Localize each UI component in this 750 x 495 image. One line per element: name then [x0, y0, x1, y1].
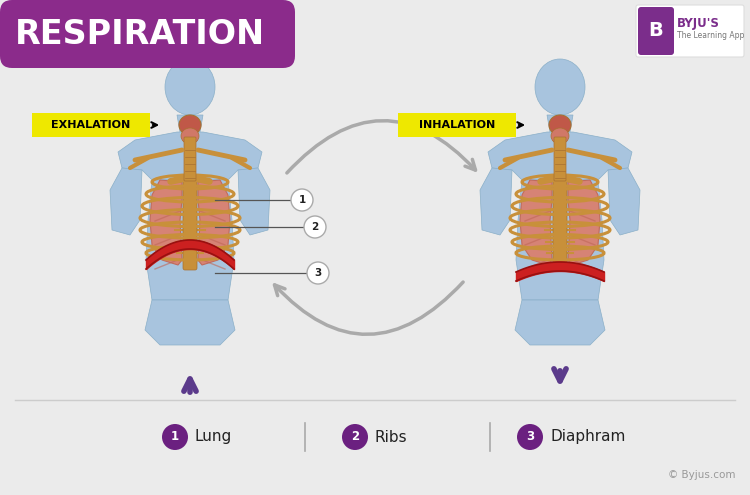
Text: 3: 3: [526, 431, 534, 444]
Circle shape: [162, 424, 188, 450]
Polygon shape: [238, 168, 270, 235]
Ellipse shape: [165, 59, 215, 115]
Polygon shape: [488, 132, 632, 180]
Circle shape: [517, 424, 543, 450]
Polygon shape: [146, 180, 234, 300]
Text: B: B: [649, 21, 663, 41]
Polygon shape: [118, 132, 262, 180]
FancyBboxPatch shape: [183, 176, 197, 270]
FancyBboxPatch shape: [0, 0, 295, 68]
FancyBboxPatch shape: [636, 5, 744, 57]
Ellipse shape: [535, 59, 585, 115]
Polygon shape: [520, 180, 552, 265]
FancyBboxPatch shape: [554, 137, 566, 181]
Ellipse shape: [181, 128, 199, 144]
Text: 2: 2: [351, 431, 359, 444]
FancyArrowPatch shape: [567, 179, 579, 181]
Circle shape: [304, 216, 326, 238]
Text: 1: 1: [171, 431, 179, 444]
Polygon shape: [480, 168, 512, 235]
Text: 1: 1: [298, 195, 306, 205]
Polygon shape: [145, 300, 235, 345]
Text: 3: 3: [314, 268, 322, 278]
Polygon shape: [177, 115, 203, 132]
Circle shape: [291, 189, 313, 211]
FancyArrowPatch shape: [171, 179, 183, 181]
Ellipse shape: [179, 115, 201, 135]
Text: RESPIRATION: RESPIRATION: [15, 17, 266, 50]
Text: 2: 2: [311, 222, 319, 232]
FancyBboxPatch shape: [32, 113, 150, 137]
Polygon shape: [608, 168, 640, 235]
FancyArrowPatch shape: [541, 179, 554, 181]
Polygon shape: [150, 180, 182, 265]
Ellipse shape: [549, 115, 571, 135]
Polygon shape: [198, 180, 230, 265]
FancyBboxPatch shape: [184, 137, 196, 181]
FancyBboxPatch shape: [638, 7, 674, 55]
Circle shape: [342, 424, 368, 450]
FancyBboxPatch shape: [553, 176, 567, 270]
Polygon shape: [110, 168, 142, 235]
Text: BYJU'S: BYJU'S: [677, 16, 720, 30]
Text: © Byjus.com: © Byjus.com: [668, 470, 735, 480]
FancyBboxPatch shape: [398, 113, 516, 137]
Circle shape: [307, 262, 329, 284]
Text: Lung: Lung: [195, 430, 232, 445]
Text: INHALATION: INHALATION: [419, 120, 495, 130]
Text: Diaphram: Diaphram: [550, 430, 626, 445]
FancyArrowPatch shape: [196, 179, 209, 181]
Text: Ribs: Ribs: [375, 430, 408, 445]
Text: The Learning App: The Learning App: [677, 32, 744, 41]
Polygon shape: [515, 300, 605, 345]
Polygon shape: [568, 180, 600, 265]
Ellipse shape: [551, 128, 569, 144]
Polygon shape: [547, 115, 573, 132]
Polygon shape: [516, 180, 604, 300]
Text: EXHALATION: EXHALATION: [51, 120, 130, 130]
